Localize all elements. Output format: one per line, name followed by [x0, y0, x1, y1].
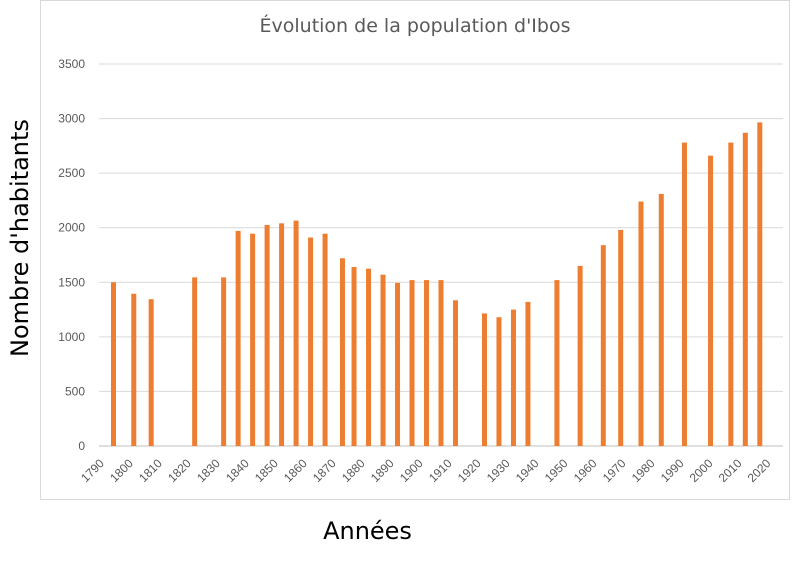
y-tick-label: 1000 [58, 330, 85, 344]
x-tick-label: 1800 [107, 456, 136, 485]
bar [351, 267, 357, 446]
y-tick-label: 2000 [58, 221, 85, 235]
bar [452, 300, 458, 446]
bar [510, 309, 516, 446]
x-tick-label: 1790 [78, 456, 107, 485]
bar [481, 313, 487, 446]
x-tick-label: 1880 [339, 456, 368, 485]
x-tick-label: 1910 [426, 456, 455, 485]
bar [308, 237, 314, 446]
x-tick-label: 1850 [252, 456, 281, 485]
x-tick-label: 1810 [136, 456, 165, 485]
axes: 0 500 1000 1500 2000 2500 3000 3500 1790 1800 1810… [58, 57, 773, 485]
bar [380, 274, 386, 446]
y-tick-label: 1500 [58, 275, 85, 289]
y-tick-label: 3500 [58, 57, 85, 71]
x-tick-label: 1900 [397, 456, 426, 485]
y-tick-label: 3000 [58, 112, 85, 126]
bar [757, 122, 763, 447]
bar [525, 301, 531, 446]
x-tick-label: 1990 [658, 456, 687, 485]
bar [235, 230, 241, 446]
bar [110, 282, 116, 446]
x-tick-label: 1940 [513, 456, 542, 485]
bar [192, 277, 198, 446]
bar [681, 142, 687, 446]
x-tick-label: 1920 [455, 456, 484, 485]
bar [395, 282, 401, 446]
x-tick-label: 1840 [223, 456, 252, 485]
bar [279, 223, 285, 446]
y-tick-label: 0 [78, 439, 85, 453]
x-tick-label: 2020 [745, 456, 774, 485]
bar [293, 220, 299, 446]
y-tick-label: 500 [65, 384, 85, 398]
bar [438, 280, 444, 446]
x-tick-label: 1860 [281, 456, 310, 485]
bar [658, 193, 664, 446]
bar [366, 268, 372, 446]
bar [424, 280, 430, 446]
x-tick-label: 1970 [600, 456, 629, 485]
x-tick-label: 1950 [542, 456, 571, 485]
bar [728, 142, 734, 446]
bar [131, 293, 137, 446]
chart-plot: 0 500 1000 1500 2000 2500 3000 3500 1790 1800 1810… [58, 57, 783, 485]
x-tick-label: 1960 [571, 456, 600, 485]
bar [264, 224, 270, 446]
bar [409, 280, 415, 446]
bar [339, 258, 345, 446]
bar [322, 233, 328, 446]
y-tick-label: 2500 [58, 166, 85, 180]
x-tick-label: 1820 [165, 456, 194, 485]
bar [600, 245, 606, 446]
x-tick-label: 1890 [368, 456, 397, 485]
bar [618, 229, 624, 446]
x-tick-label: 1870 [310, 456, 339, 485]
x-tick-label: 2010 [716, 456, 745, 485]
chart-title: Évolution de la population d'Ibos [259, 15, 571, 37]
bar [554, 280, 560, 446]
bar [742, 132, 748, 446]
bar [250, 233, 256, 446]
x-tick-label: 2000 [687, 456, 716, 485]
y-axis-title: Nombre d'habitants [6, 119, 34, 357]
bar [638, 201, 644, 446]
x-tick-label: 1930 [484, 456, 513, 485]
bar [221, 277, 227, 446]
bar [148, 299, 154, 446]
bar [708, 155, 714, 446]
x-tick-label: 1980 [629, 456, 658, 485]
x-axis-title: Années [323, 517, 412, 545]
bar [496, 317, 502, 446]
x-tick-label: 1830 [194, 456, 223, 485]
bars [110, 122, 763, 447]
bar [577, 265, 583, 446]
chart-frame: Évolution de la population d'Ibos 0 500 10… [40, 0, 790, 500]
